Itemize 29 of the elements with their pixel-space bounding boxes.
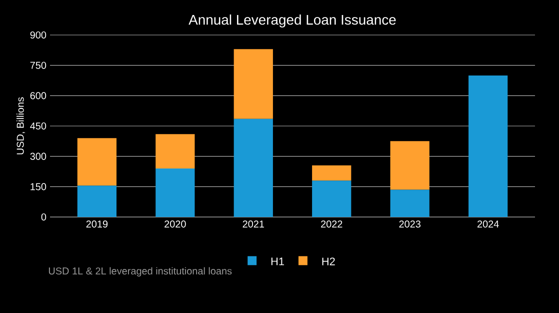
bar [77, 186, 116, 217]
bar [234, 118, 273, 217]
bar [156, 134, 195, 168]
y-tick-label: 900 [30, 31, 46, 39]
x-tick-label: 2023 [399, 220, 420, 228]
y-tick-label: 750 [30, 62, 46, 69]
x-tick-label: 2022 [321, 220, 342, 228]
text: USD 1L & 2L leveraged institutional loans [48, 267, 232, 276]
bar [156, 168, 195, 217]
y-tick-label: 300 [30, 152, 46, 160]
bar [312, 165, 352, 181]
y-tick-label: 600 [30, 92, 46, 100]
legend-label: H2 [322, 258, 335, 266]
bar [468, 75, 508, 217]
x-tick-label: 2019 [86, 220, 108, 228]
bar [390, 141, 430, 190]
y-tick-label: 150 [30, 183, 46, 190]
chart-title: Annual Leveraged Loan Issuance [188, 14, 396, 28]
x-tick-label: 2021 [242, 220, 264, 228]
bar [390, 190, 430, 217]
bar [77, 138, 116, 186]
bar [312, 180, 352, 217]
x-tick-label: 2024 [477, 220, 499, 228]
legend-label: H1 [271, 258, 284, 266]
y-tick-label: 450 [30, 122, 46, 130]
x-tick-label: 2020 [164, 220, 186, 228]
bar [234, 49, 273, 119]
y-axis-title: USD, Billions [16, 97, 26, 154]
y-tick-label: 0 [41, 213, 46, 221]
